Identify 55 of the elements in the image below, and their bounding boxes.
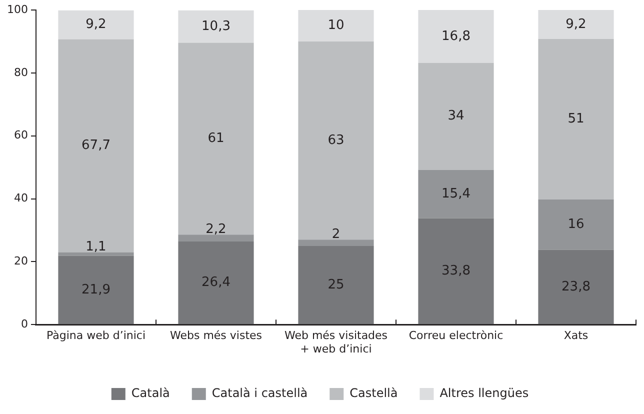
x-tick-label: Web més visitades + web d’inici	[284, 329, 388, 356]
bar	[58, 252, 134, 256]
bar	[298, 10, 374, 42]
data-label: 67,7	[82, 138, 110, 154]
data-label: 1,1	[86, 240, 106, 255]
bar	[58, 10, 134, 40]
bar	[418, 62, 494, 170]
bar	[298, 246, 374, 324]
bar	[538, 10, 614, 39]
bar	[538, 38, 614, 200]
legend-label: Castellà	[350, 386, 398, 400]
legend-label: Català	[131, 386, 170, 400]
data-label: 15,4	[442, 186, 470, 202]
y-tick-label: 100	[6, 2, 28, 16]
bar	[418, 170, 494, 218]
data-label: 21,9	[82, 282, 110, 298]
x-tick-label: Webs més vistes	[170, 329, 262, 342]
data-label: 33,8	[442, 264, 470, 279]
x-tick-label: Pàgina web d’inici	[46, 329, 146, 342]
y-tick-label: 0	[20, 317, 28, 330]
bar	[538, 250, 614, 324]
data-label: 2	[332, 227, 340, 242]
x-tick-label: Correu electrònic	[408, 329, 504, 342]
y-tick-label: 80	[14, 66, 28, 79]
bar	[538, 199, 614, 250]
bar	[178, 234, 254, 242]
bar	[298, 240, 374, 246]
data-label: 9,2	[566, 16, 586, 32]
data-label: 25	[328, 277, 344, 292]
data-label: 23,8	[562, 279, 590, 294]
data-label: 63	[328, 132, 344, 148]
data-label: 16	[568, 216, 584, 232]
legend-label: Altres llengües	[440, 386, 529, 400]
y-tick-label: 20	[14, 254, 28, 268]
data-label: 2,2	[206, 222, 226, 237]
y-tick-label: 60	[14, 128, 28, 142]
bar	[298, 41, 374, 240]
bar	[58, 256, 134, 324]
y-tick-label: 40	[14, 192, 28, 205]
bar	[178, 242, 254, 324]
bar	[418, 10, 494, 63]
data-label: 9,2	[86, 17, 106, 32]
bar	[58, 39, 134, 252]
data-label: 26,4	[202, 275, 230, 290]
data-label: 61	[208, 131, 224, 146]
data-label: 10,3	[202, 18, 230, 34]
legend-label: Català i castellà	[212, 386, 308, 400]
data-label: 51	[568, 112, 584, 127]
bar	[178, 42, 254, 235]
data-label: 16,8	[442, 28, 470, 44]
bar	[418, 218, 494, 324]
bar	[178, 10, 254, 43]
x-tick-label: Xats	[564, 329, 588, 342]
data-label: 34	[448, 108, 464, 124]
data-label: 10	[328, 18, 344, 34]
